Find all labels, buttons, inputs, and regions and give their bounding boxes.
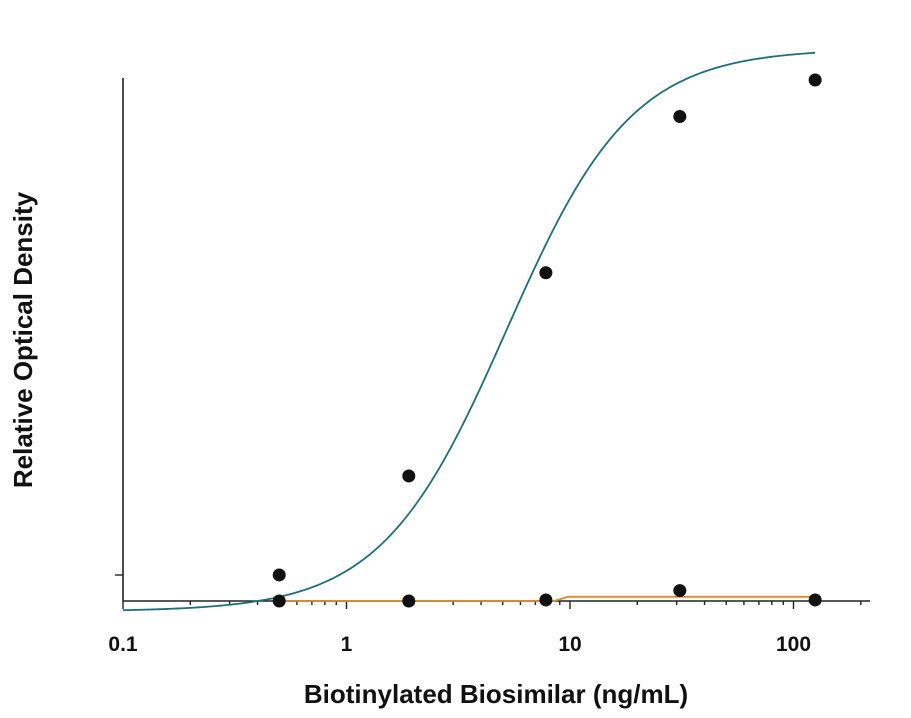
fit-curves: [122, 51, 816, 612]
x-tick-label: 0.1: [108, 633, 138, 656]
data-point: [272, 594, 286, 608]
data-point: [673, 109, 687, 123]
fit-curve: [279, 595, 816, 602]
data-points: [272, 73, 822, 608]
x-tick-label: 1: [341, 633, 353, 656]
data-point: [402, 469, 416, 483]
axes: [115, 78, 870, 609]
data-point: [539, 266, 553, 280]
data-point: [402, 594, 416, 608]
x-axis-title: Biotinylated Biosimilar (ng/mL): [304, 679, 688, 709]
data-point: [808, 73, 822, 87]
data-point: [673, 584, 687, 598]
tick-labels: 0.1 1 10 100: [108, 633, 811, 656]
data-point: [272, 568, 286, 582]
fit-curve: [122, 51, 816, 612]
data-point: [539, 593, 553, 607]
x-tick-label: 100: [776, 633, 811, 656]
y-axis-title: Relative Optical Density: [8, 191, 38, 488]
x-tick-label: 10: [558, 633, 581, 656]
data-point: [808, 593, 822, 607]
